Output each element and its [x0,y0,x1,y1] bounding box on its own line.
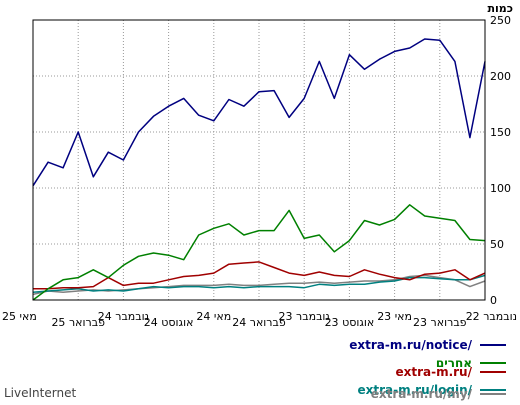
legend-label-my: extra-m.ru/my/ [370,387,472,401]
y-tick-label: 50 [490,238,504,251]
x-tick-label: 24 פברואר [232,316,286,329]
y-tick-label: 250 [490,14,511,27]
x-tick-label: 23 מאי [377,310,412,323]
series-line-1 [32,204,486,301]
legend-swatch-login [480,389,506,391]
y-tick-label: 150 [490,126,511,139]
x-tick-label: 24 אוגוסט [144,316,194,329]
legend-item-root: extra-m.ru/ [395,363,506,381]
legend-label-notice: extra-m.ru/notice/ [349,338,472,352]
x-tick-label: 25 פברואר [51,316,105,329]
legend-item-notice: extra-m.ru/notice/ [349,336,506,354]
series-line-4 [32,274,486,296]
x-tick-label: 23 אוגוסט [325,316,375,329]
x-tick-label: 23 פברואר [413,316,467,329]
legend-swatch-others [480,362,506,364]
x-tick-label: 24 מאי [196,310,231,323]
legend-item-login: extra-m.ru/login/ [357,381,506,399]
series-line-0 [32,38,486,187]
legend-item-others: אחרים [436,354,506,372]
x-tick-label: 24 נובמבר [98,310,149,323]
y-tick-label: 0 [490,294,497,307]
series-lines [32,38,486,301]
legend-swatch-root [480,371,506,373]
legend-label-others: אחרים [435,356,472,370]
x-tick-label: 25 מאי [2,310,37,323]
grid [33,20,485,300]
legend-swatch-my [480,393,506,395]
legend-label-root: extra-m.ru/ [395,365,472,379]
legend-swatch-notice [480,344,506,346]
y-tick-label: 100 [490,182,511,195]
brand-label: LiveInternet [4,386,77,400]
plot-frame [32,19,486,301]
legend-label-login: extra-m.ru/login/ [357,383,472,397]
y-axis-ticks: 0 50 100 150 200 250 [490,14,511,307]
series-line-3 [32,274,486,293]
y-axis-label: כמות [488,2,513,15]
x-tick-label: 22 נובמבר [466,310,517,323]
x-tick-label: 23 נובמבר [279,310,330,323]
y-tick-label: 200 [490,70,511,83]
legend-item-my: extra-m.ru/my/ [371,385,506,403]
